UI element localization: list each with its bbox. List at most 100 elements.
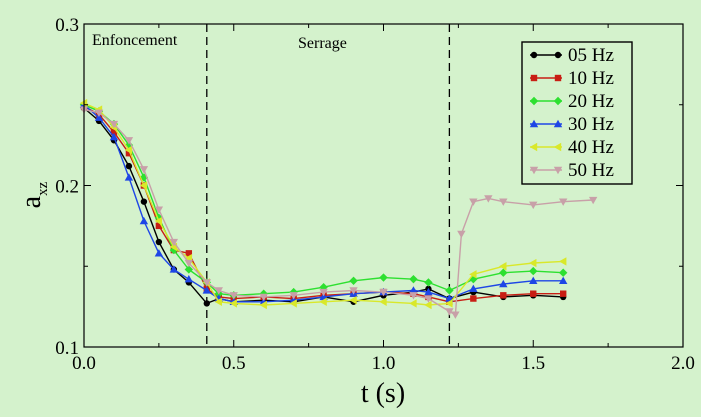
data-point-20-hz (499, 268, 508, 277)
data-point-40-hz (154, 216, 163, 226)
legend-label: 30 Hz (568, 114, 614, 135)
legend-marker (529, 142, 538, 152)
data-point-30-hz (499, 279, 508, 288)
series-05-hz (80, 104, 567, 307)
series-line-05-hz (83, 107, 564, 305)
legend-item-10-hz: 10 Hz (530, 68, 614, 89)
data-point-50-hz (319, 288, 328, 297)
annotation-enfoncement: Enfoncement (92, 32, 178, 49)
data-point-10-hz (110, 129, 118, 136)
legend-marker (554, 74, 562, 82)
data-point-40-hz (499, 262, 507, 271)
data-point-50-hz (169, 238, 179, 247)
data-point-30-hz (202, 286, 211, 294)
data-point-20-hz (409, 274, 418, 284)
data-point-30-hz (409, 286, 418, 294)
data-point-40-hz (559, 257, 567, 266)
legend-item-30-hz: 30 Hz (529, 114, 614, 135)
axes-group: 0.0 0.5 1.0 1.5 2.0 0.1 0.2 0.3 (55, 15, 695, 374)
legend-marker (530, 51, 538, 59)
data-point-50-hz (154, 206, 164, 214)
data-point-20-hz (184, 265, 194, 274)
data-point-30-hz (184, 274, 194, 283)
legend-marker (553, 142, 562, 152)
x-tick-label: 0.5 (222, 353, 246, 374)
data-point-50-hz (409, 292, 418, 300)
data-point-30-hz (109, 132, 119, 141)
data-point-40-hz (424, 300, 432, 310)
data-point-40-hz (469, 270, 477, 279)
data-point-10-hz (470, 295, 477, 302)
data-point-10-hz (185, 250, 193, 257)
data-point-20-hz (424, 278, 433, 287)
data-point-30-hz (169, 265, 179, 273)
data-point-30-hz (94, 113, 104, 121)
annotation-serrage: Serrage (298, 35, 347, 52)
data-point-50-hz (529, 201, 538, 210)
data-point-40-hz (214, 297, 222, 306)
y-axis-label: axz (16, 181, 51, 208)
series-50-hz (79, 106, 598, 319)
legend-marker (553, 119, 563, 128)
data-point-40-hz (124, 145, 133, 155)
data-point-05-hz (155, 238, 163, 246)
legend-marker (554, 51, 562, 59)
data-point-50-hz (349, 287, 358, 295)
data-point-40-hz (139, 181, 148, 190)
data-point-50-hz (457, 230, 466, 239)
data-point-50-hz (109, 120, 119, 129)
legend-label: 10 Hz (568, 68, 614, 89)
data-point-20-hz (445, 286, 454, 295)
data-point-50-hz (424, 295, 433, 303)
data-point-20-hz (379, 273, 388, 282)
x-axis-label: t (s) (361, 378, 405, 409)
data-point-05-hz (125, 162, 133, 170)
data-point-40-hz (229, 299, 237, 308)
data-point-50-hz (184, 259, 194, 268)
legend-marker (553, 166, 563, 175)
y-axis-label-sub: xz (35, 181, 51, 196)
phase-divider-lines (206, 24, 451, 347)
data-point-30-hz (154, 249, 164, 257)
data-point-40-hz (409, 299, 417, 308)
y-tick-label: 0.3 (55, 15, 79, 36)
legend-label: 20 Hz (568, 91, 614, 112)
series-group (79, 98, 598, 319)
data-point-50-hz (229, 292, 238, 300)
data-point-40-hz (289, 299, 297, 308)
legend-item-05-hz: 05 Hz (530, 45, 614, 66)
data-point-50-hz (499, 198, 508, 206)
data-point-30-hz (424, 287, 433, 296)
data-point-30-hz (469, 284, 478, 293)
data-point-50-hz (94, 109, 104, 118)
series-40-hz (79, 98, 567, 310)
legend-item-40-hz: 40 Hz (529, 137, 614, 158)
legend-marker (529, 119, 539, 128)
legend-marker (553, 96, 563, 106)
data-point-50-hz (469, 198, 478, 206)
data-point-10-hz (500, 292, 507, 299)
legend-label: 50 Hz (568, 160, 614, 181)
legend-marker (530, 74, 538, 82)
legend-marker (529, 96, 539, 106)
legend-item-50-hz: 50 Hz (529, 160, 614, 181)
legend-item-20-hz: 20 Hz (529, 91, 614, 112)
x-tick-label: 1.0 (372, 353, 396, 374)
data-point-20-hz (529, 266, 538, 276)
y-tick-label: 0.1 (55, 338, 79, 359)
data-point-40-hz (349, 295, 357, 305)
legend-box (521, 41, 633, 185)
data-point-05-hz (203, 300, 210, 307)
series-line-10-hz (83, 105, 564, 303)
data-point-20-hz (349, 276, 358, 285)
data-point-50-hz (202, 279, 211, 287)
data-point-50-hz (451, 311, 460, 319)
data-point-40-hz (259, 300, 267, 310)
data-point-10-hz (530, 290, 537, 297)
x-tick-label: 2.0 (671, 353, 695, 374)
data-point-10-hz (125, 150, 133, 157)
legend-marker (529, 166, 539, 175)
data-point-50-hz (139, 166, 149, 174)
